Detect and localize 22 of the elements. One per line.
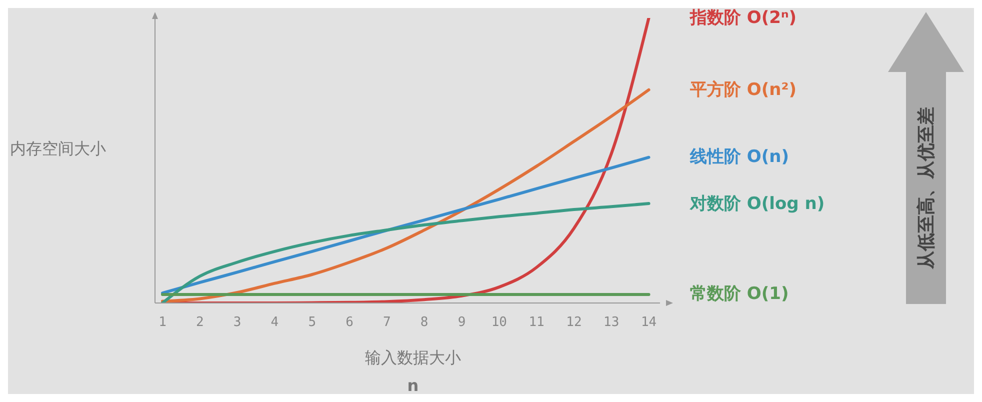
text: 线性阶 O(n): [690, 146, 790, 168]
x-tick-label: 2: [196, 315, 204, 330]
text: 常数阶 O(1): [690, 283, 789, 306]
x-axis-title: 输入数据大小 n: [364, 347, 462, 397]
text: 从低至高、从优至差: [915, 107, 938, 269]
x-tick-label: 10: [491, 315, 507, 330]
x-tick-label: 9: [458, 315, 466, 330]
y-axis-title: 内存空间大小: [10, 138, 106, 160]
x-tick-label: 7: [383, 315, 391, 330]
x-tick-label: 11: [528, 315, 544, 330]
text: 平方阶 O(n²): [690, 78, 796, 101]
x-tick-label: 5: [308, 315, 316, 330]
x-tick-label: 4: [270, 315, 279, 330]
text: 对数阶 O(log n): [690, 192, 825, 215]
text: 指数阶 O(2ⁿ): [690, 7, 796, 29]
x-tick-label: 14: [640, 315, 657, 330]
x-tick-label: 12: [566, 315, 582, 330]
x-tick-label: 13: [604, 315, 620, 330]
x-tick-label: 8: [420, 315, 428, 330]
x-tick-label: 3: [233, 315, 242, 330]
x-tick-label: 6: [346, 315, 354, 330]
x-tick-label: 1: [158, 315, 166, 330]
